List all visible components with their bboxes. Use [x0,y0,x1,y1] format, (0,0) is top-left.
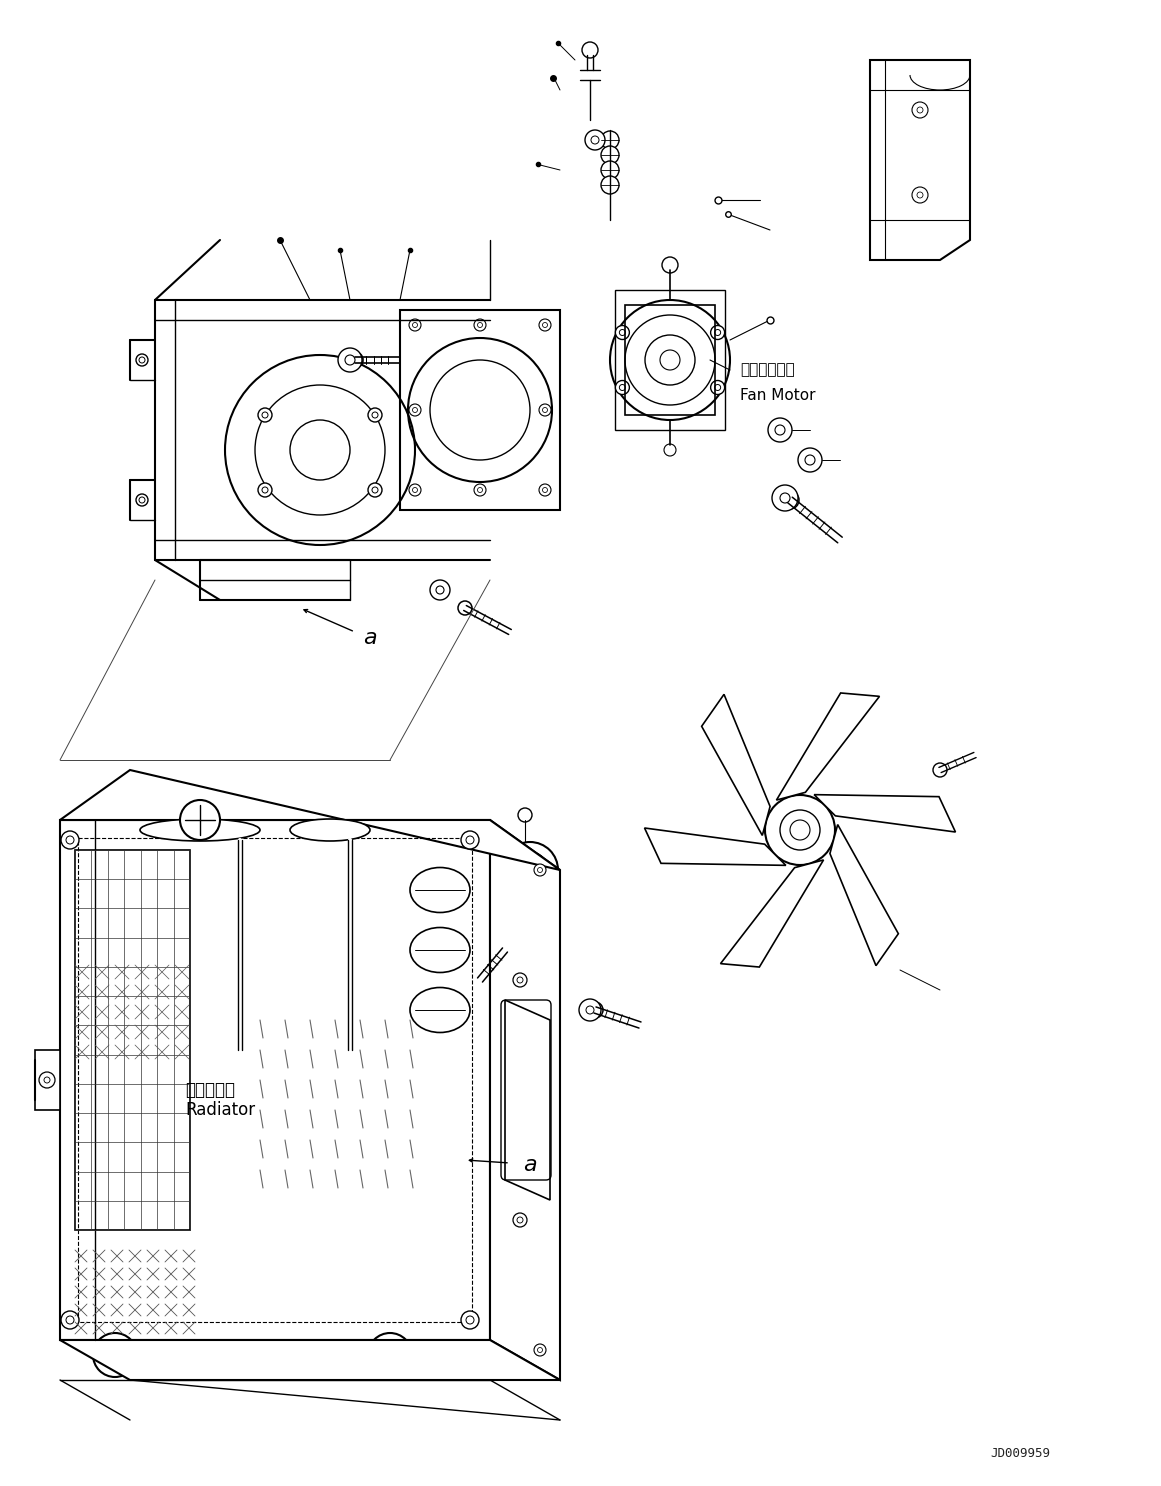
Polygon shape [35,1051,60,1110]
Circle shape [610,300,730,421]
Ellipse shape [140,819,260,841]
Circle shape [499,933,521,955]
Ellipse shape [410,988,470,1033]
Text: a: a [363,629,377,648]
Ellipse shape [410,868,470,912]
Bar [625,305,715,415]
Circle shape [409,319,421,331]
Circle shape [62,831,79,849]
Bar [615,290,724,429]
Polygon shape [814,795,956,832]
Circle shape [539,484,551,496]
Circle shape [579,999,601,1021]
Circle shape [461,831,479,849]
Circle shape [585,129,605,150]
Bar [75,850,190,1230]
Circle shape [136,354,147,366]
Circle shape [457,600,473,615]
Circle shape [513,973,527,987]
Circle shape [772,484,798,511]
Circle shape [258,483,272,496]
Circle shape [601,175,619,195]
Circle shape [368,1333,412,1378]
Circle shape [913,187,928,204]
Circle shape [258,409,272,422]
Circle shape [582,42,598,58]
Circle shape [338,348,362,372]
Circle shape [409,404,421,416]
Polygon shape [701,694,770,835]
Circle shape [711,380,724,394]
Circle shape [39,1071,55,1088]
Circle shape [767,418,792,441]
Circle shape [474,319,486,331]
Polygon shape [830,825,899,966]
Circle shape [798,447,822,473]
Bar [78,838,473,1323]
Polygon shape [721,860,823,967]
Text: Radiator: Radiator [185,1101,255,1119]
Circle shape [93,1333,137,1378]
Circle shape [781,490,799,510]
Polygon shape [490,820,560,1380]
Circle shape [368,483,382,496]
Circle shape [534,863,546,877]
Circle shape [615,380,629,394]
Circle shape [368,409,382,422]
Circle shape [765,795,835,865]
Polygon shape [505,1000,550,1201]
Polygon shape [644,828,786,865]
Circle shape [513,1213,527,1227]
Circle shape [615,325,629,339]
Circle shape [502,843,558,898]
Circle shape [534,1343,546,1357]
Circle shape [662,257,678,273]
Circle shape [601,160,619,178]
Circle shape [539,319,551,331]
Circle shape [601,146,619,163]
Polygon shape [870,59,969,260]
Circle shape [664,444,676,456]
Circle shape [933,762,947,777]
Circle shape [539,404,551,416]
Circle shape [601,131,619,149]
Circle shape [62,1311,79,1328]
Text: ラジエータ: ラジエータ [185,1080,235,1100]
Polygon shape [777,692,880,799]
Ellipse shape [290,819,370,841]
Text: Fan Motor: Fan Motor [740,388,815,403]
Circle shape [136,493,147,507]
Polygon shape [60,1340,560,1380]
Ellipse shape [410,927,470,972]
Circle shape [711,325,724,339]
Circle shape [409,484,421,496]
Circle shape [474,484,486,496]
Text: JD009959: JD009959 [990,1447,1050,1461]
Circle shape [461,1311,479,1328]
Circle shape [180,799,219,840]
Polygon shape [60,770,560,869]
Circle shape [430,580,450,600]
Polygon shape [60,820,490,1340]
Text: ファンモータ: ファンモータ [740,363,795,377]
Circle shape [587,1002,603,1018]
Circle shape [497,942,513,958]
Circle shape [347,352,363,369]
Text: a: a [524,1155,536,1175]
Circle shape [913,103,928,117]
Circle shape [518,808,532,822]
